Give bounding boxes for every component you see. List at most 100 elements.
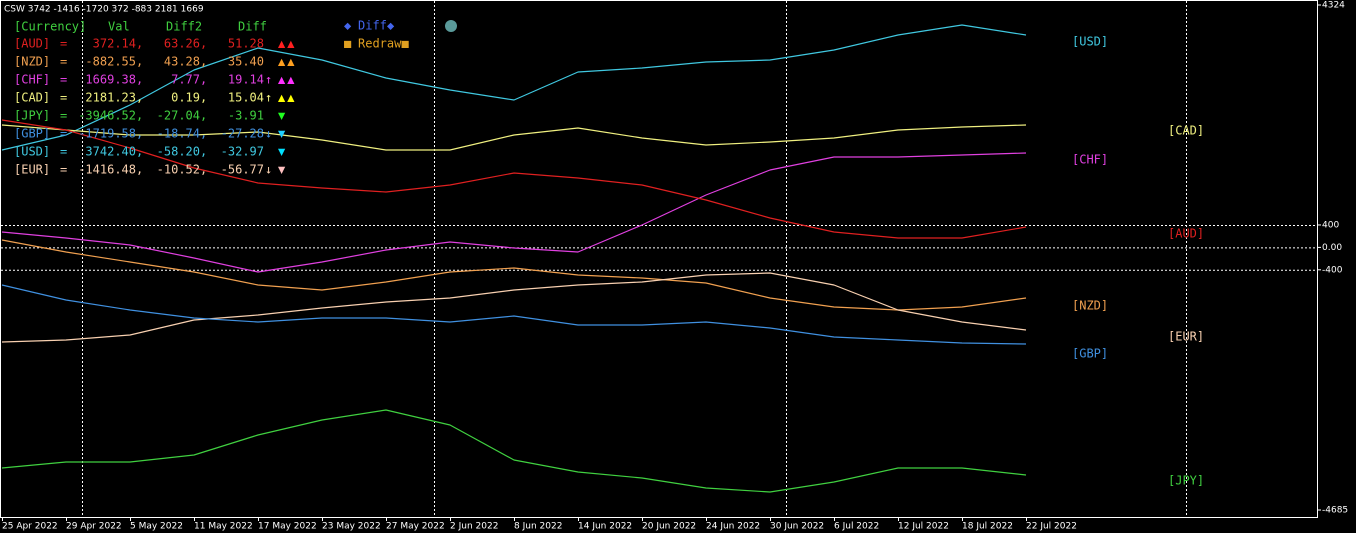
y-tick-label: -400: [1322, 265, 1343, 275]
series-label: [GBP]: [1072, 347, 1108, 361]
button[interactable]: ■ Redraw ■: [344, 37, 410, 51]
button-icon: ■: [402, 37, 410, 51]
equals: =: [60, 37, 67, 51]
button[interactable]: ◆ Diff ◆: [344, 19, 395, 33]
button-icon: ◆: [344, 19, 352, 33]
comma: ,: [200, 55, 207, 69]
comma: ,: [136, 163, 143, 177]
signal: ▼: [278, 145, 287, 159]
comma: ,: [136, 127, 143, 141]
series-label: [JPY]: [1168, 474, 1204, 488]
currency-label: [CHF]: [14, 73, 50, 87]
equals: =: [60, 127, 67, 141]
currency-label: [NZD]: [14, 55, 50, 69]
comma: ,: [200, 145, 207, 159]
comma: ,: [200, 163, 207, 177]
x-tick-label: 23 May 2022: [322, 522, 381, 532]
diff: -32.97: [221, 145, 264, 159]
panel-header: [Currency]: [14, 20, 86, 34]
currency-label: [AUD]: [14, 37, 50, 51]
equals: =: [60, 91, 67, 105]
diff: 51.28: [228, 37, 264, 51]
value: 372.14: [93, 37, 136, 51]
chart-title: CSW 3742 -1416 -1720 372 -883 2181 1669: [4, 5, 204, 15]
diff2: -27.04: [157, 109, 200, 123]
signal: ▼: [278, 127, 287, 141]
signal: ▼: [278, 109, 287, 123]
x-tick-label: 5 May 2022: [130, 522, 183, 532]
x-tick-label: 17 May 2022: [258, 522, 317, 532]
button-label: Redraw: [358, 37, 402, 51]
equals: =: [60, 145, 67, 159]
series-label: [EUR]: [1168, 330, 1204, 344]
currency-label: [GBP]: [14, 127, 50, 141]
x-tick-label: 11 May 2022: [194, 522, 253, 532]
comma: ,: [200, 73, 207, 87]
diff: 35.40: [228, 55, 264, 69]
series-line: [1, 272, 1027, 343]
series-label: [USD]: [1072, 35, 1108, 49]
x-tick-label: 6 Jul 2022: [834, 522, 879, 532]
x-tick-label: 18 Jul 2022: [962, 522, 1013, 532]
diff2: 43.28: [164, 55, 200, 69]
currency-label: [CAD]: [14, 91, 50, 105]
series-line: [1, 119, 1027, 239]
comma: ,: [136, 55, 143, 69]
arrow: ↑: [265, 91, 272, 105]
comma: ,: [200, 37, 207, 51]
comma: ,: [200, 127, 207, 141]
panel-header: Val: [108, 20, 130, 34]
value: 3742.40: [85, 145, 136, 159]
signal: ▲▲: [278, 37, 296, 51]
equals: =: [60, 163, 67, 177]
x-tick-label: 22 Jul 2022: [1026, 522, 1077, 532]
diff: 15.04: [228, 91, 264, 105]
x-tick-label: 29 Apr 2022: [66, 522, 122, 532]
diff: 19.14: [228, 73, 264, 87]
diff2: -18.74: [157, 127, 200, 141]
x-tick-label: 8 Jun 2022: [514, 522, 562, 532]
diff: -3.91: [228, 109, 264, 123]
y-tick-label: 0.00: [1322, 243, 1342, 253]
panel-header: Diff2: [166, 20, 202, 34]
value: 2181.23: [85, 91, 136, 105]
button-label: Diff: [358, 19, 387, 33]
signal: ▲▲: [278, 91, 296, 105]
equals: =: [60, 109, 67, 123]
value: -1416.48: [78, 163, 136, 177]
arrow: ↑: [265, 73, 272, 87]
series-labels: [USD] [CAD] [CHF] [AUD] [NZD] [EUR] [GBP] [JPY]: [1072, 35, 1204, 488]
value: 1669.38: [85, 73, 136, 87]
buttons: ◆ Diff ◆■ Redraw ■: [344, 19, 410, 51]
diff2: 63.26: [164, 37, 200, 51]
comma: ,: [136, 145, 143, 159]
value: -1719.58: [78, 127, 136, 141]
x-tick-label: 24 Jun 2022: [706, 522, 760, 532]
x-tick-label: 2 Jun 2022: [450, 522, 498, 532]
plot-frame: [0, 0, 1318, 518]
equals: =: [60, 73, 67, 87]
value: -882.55: [85, 55, 136, 69]
series-line: [1, 284, 1027, 345]
diff: -27.28: [221, 127, 264, 141]
series-label: [NZD]: [1072, 299, 1108, 313]
equals: =: [60, 55, 67, 69]
currency-label: [USD]: [14, 145, 50, 159]
status-dot[interactable]: [445, 20, 457, 32]
arrow: ↓: [265, 163, 272, 177]
x-tick-label: 14 Jun 2022: [578, 522, 632, 532]
comma: ,: [136, 109, 143, 123]
currency-label: [JPY]: [14, 109, 50, 123]
y-tick-label: -4685: [1322, 506, 1348, 516]
value: -3946.52: [78, 109, 136, 123]
series-line: [1, 152, 1027, 273]
series-line: [1, 409, 1027, 493]
currency-label: [EUR]: [14, 163, 50, 177]
diff2: 7.77: [171, 73, 200, 87]
arrow: ↓: [265, 127, 272, 141]
x-tick-label: 30 Jun 2022: [770, 522, 824, 532]
series-line: [1, 24, 1027, 151]
